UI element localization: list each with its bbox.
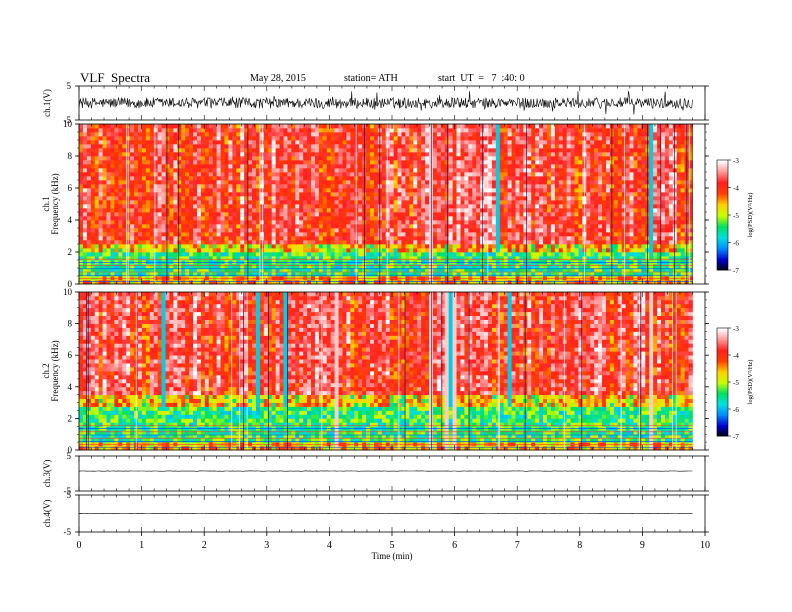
x-tick-label: 2 xyxy=(202,540,207,551)
waveform-trace xyxy=(78,470,693,472)
channel-axis-label: ch.4(V) xyxy=(42,500,52,528)
channel-label: ch.2 xyxy=(41,363,51,378)
x-tick-label: 1 xyxy=(139,540,144,551)
y-tick-label: 5 xyxy=(67,490,72,500)
x-tick-label: 4 xyxy=(327,540,332,551)
x-tick-label: 8 xyxy=(577,540,582,551)
colorbar-tick-label: -6 xyxy=(733,406,739,414)
y-tick-label: 6 xyxy=(68,183,73,193)
colorbar-tick-label: -5 xyxy=(733,212,739,220)
figure-title: VLF Spectra xyxy=(80,70,151,85)
colorbar-label: log(PSD)(V²/Hz) xyxy=(747,193,754,238)
x-tick-label: 7 xyxy=(515,540,520,551)
colorbar-tick-label: -4 xyxy=(733,185,739,193)
y-tick-label: 5 xyxy=(67,81,72,91)
y-tick-label: 6 xyxy=(68,350,73,360)
x-tick-label: 0 xyxy=(77,540,82,551)
colorbar-tick-label: -3 xyxy=(733,157,739,165)
x-tick-label: 10 xyxy=(700,540,710,551)
colorbar-label: log(PSD)(V²/Hz) xyxy=(747,360,754,405)
colorbar-tick-label: -6 xyxy=(733,240,739,248)
y-tick-label: 4 xyxy=(68,382,73,392)
y-tick-label: 10 xyxy=(63,287,73,297)
y-tick-label: 8 xyxy=(68,319,73,329)
colorbar-1 xyxy=(717,160,728,271)
colorbar-tick-label: -7 xyxy=(733,433,739,441)
x-tick-label: 5 xyxy=(390,540,395,551)
y-tick-label: 4 xyxy=(68,215,73,225)
y-tick-label: -5 xyxy=(64,527,72,537)
x-axis-label: Time (min) xyxy=(372,551,413,561)
y-tick-label: 5 xyxy=(67,451,72,461)
x-tick-label: 6 xyxy=(452,540,457,551)
colorbar-tick-label: -4 xyxy=(733,352,739,360)
frequency-axis-label: Frequency (kHz) xyxy=(50,173,60,234)
colorbar-tick-label: -5 xyxy=(733,379,739,387)
colorbar-tick-label: -7 xyxy=(733,267,739,275)
ch1-waveform xyxy=(78,90,693,115)
y-tick-label: 0 xyxy=(68,279,73,289)
y-tick-label: 8 xyxy=(68,151,73,161)
y-tick-label: 10 xyxy=(63,119,73,129)
y-tick-label: 2 xyxy=(68,247,73,257)
waveform-trace xyxy=(78,90,693,115)
ch3-waveform xyxy=(78,470,693,472)
start-time-label: start UT = 7 :40: 0 xyxy=(438,73,525,84)
ch3-waveform-frame xyxy=(78,455,706,492)
y-tick-label: 0 xyxy=(68,445,73,455)
date-label: May 28, 2015 xyxy=(250,73,306,84)
colorbar-2 xyxy=(717,328,728,437)
channel-label: ch.1 xyxy=(41,196,51,211)
channel-axis-label: ch.1(V) xyxy=(42,89,52,117)
station-label: station= ATH xyxy=(344,73,398,84)
ch1-spectrogram xyxy=(79,124,693,285)
y-tick-label: 2 xyxy=(68,413,73,423)
channel-axis-label: ch.3(V) xyxy=(42,460,52,488)
y-tick-label: -5 xyxy=(64,115,72,125)
y-tick-label: -5 xyxy=(64,486,72,496)
frequency-axis-label: Frequency (kHz) xyxy=(50,340,60,401)
ch2-spectrogram xyxy=(79,292,693,451)
colorbar-tick-label: -3 xyxy=(733,325,739,333)
x-tick-label: 3 xyxy=(264,540,269,551)
x-tick-label: 9 xyxy=(640,540,645,551)
